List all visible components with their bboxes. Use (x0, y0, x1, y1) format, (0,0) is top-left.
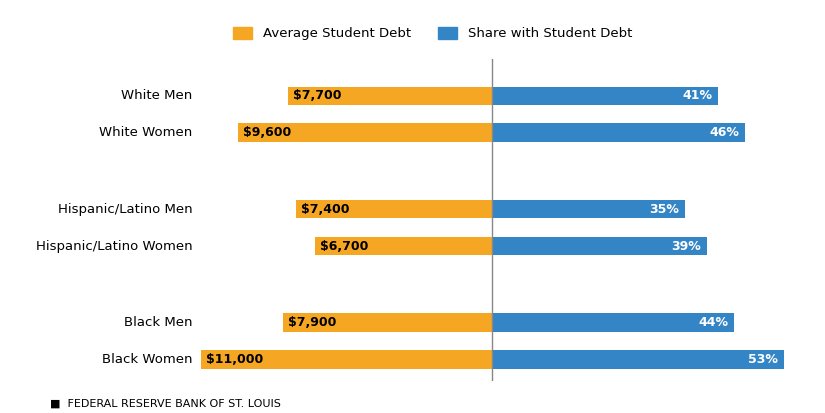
Text: $7,400: $7,400 (301, 203, 350, 216)
Bar (314, 237, 492, 255)
Bar (492, 313, 734, 332)
Text: $7,900: $7,900 (288, 316, 337, 329)
Bar (492, 200, 685, 218)
Text: 46%: 46% (710, 126, 740, 139)
Text: Hispanic/Latino Women: Hispanic/Latino Women (36, 240, 193, 253)
Bar (200, 350, 492, 369)
Bar (283, 313, 492, 332)
Text: White Women: White Women (100, 126, 193, 139)
Text: Hispanic/Latino Men: Hispanic/Latino Men (58, 203, 193, 216)
Text: $9,600: $9,600 (243, 126, 291, 139)
Legend: Average Student Debt, Share with Student Debt: Average Student Debt, Share with Student… (233, 27, 632, 40)
Text: $6,700: $6,700 (320, 240, 368, 253)
Text: White Men: White Men (121, 89, 193, 102)
Text: ■  FEDERAL RESERVE BANK OF ST. LOUIS: ■ FEDERAL RESERVE BANK OF ST. LOUIS (50, 399, 280, 409)
Text: 44%: 44% (699, 316, 728, 329)
Text: 53%: 53% (748, 353, 778, 366)
Bar (296, 200, 492, 218)
Bar (238, 123, 492, 142)
Text: $7,700: $7,700 (294, 89, 342, 102)
Bar (492, 87, 718, 105)
Bar (492, 123, 745, 142)
Text: 35%: 35% (649, 203, 679, 216)
Text: 41%: 41% (682, 89, 712, 102)
Bar (288, 87, 492, 105)
Text: $11,000: $11,000 (206, 353, 263, 366)
Bar (492, 350, 784, 369)
Bar (492, 237, 706, 255)
Text: 39%: 39% (672, 240, 701, 253)
Text: Black Women: Black Women (102, 353, 193, 366)
Text: Black Men: Black Men (125, 316, 193, 329)
